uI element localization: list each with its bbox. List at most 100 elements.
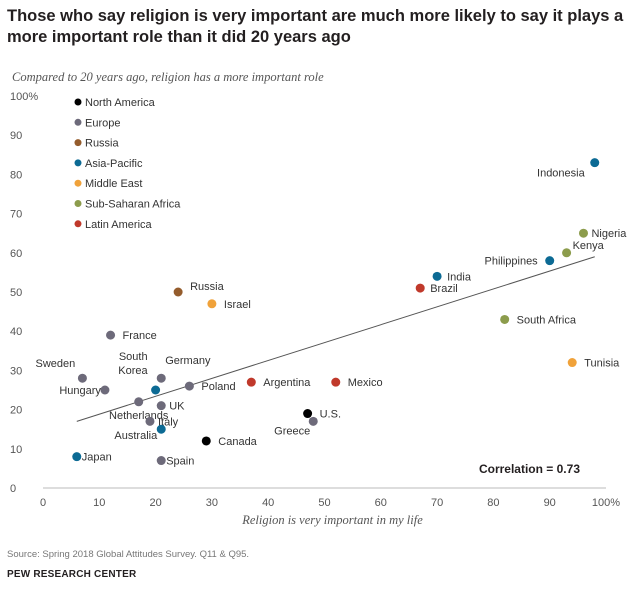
x-tick-label: 30 <box>206 497 218 509</box>
point-japan <box>72 452 82 462</box>
y-tick-label: 100% <box>10 91 38 103</box>
point-india <box>432 271 442 281</box>
point-label: UK <box>169 401 185 413</box>
y-tick-label: 20 <box>10 405 22 417</box>
legend-entry: Latin America <box>85 219 153 231</box>
point-south-africa <box>500 314 510 324</box>
point-label: Indonesia <box>537 168 586 180</box>
point-spain <box>156 456 166 466</box>
point-greece <box>308 416 318 426</box>
legend: North America Europe Russia Asia-Pacific Mid… <box>74 97 181 231</box>
legend-marker <box>74 220 82 228</box>
trendline <box>76 256 595 422</box>
point-u-s- <box>303 409 313 419</box>
y-tick-label: 70 <box>10 209 22 221</box>
x-tick-label: 0 <box>40 497 46 509</box>
y-tick-label: 50 <box>10 287 22 299</box>
point-kenya <box>562 248 572 258</box>
point-mexico <box>331 377 341 387</box>
point-label: Netherlands <box>109 410 169 422</box>
point-label: Nigeria <box>591 228 627 240</box>
y-tick-label: 40 <box>10 326 22 338</box>
trendline-group <box>76 256 595 422</box>
point-russia <box>173 287 183 297</box>
point-label: Australia <box>114 430 158 442</box>
point-label: Spain <box>166 456 194 468</box>
point-philippines <box>545 256 555 266</box>
legend-marker <box>74 98 82 106</box>
x-tick-label: 10 <box>93 497 105 509</box>
point-label: Sweden <box>36 358 76 370</box>
legend-entry: Middle East <box>85 178 142 190</box>
point-label: Poland <box>201 381 235 393</box>
legend-entry: North America <box>85 97 156 109</box>
chart-subtitle: Compared to 20 years ago, religion has a… <box>12 70 324 84</box>
point-label: Hungary <box>59 385 101 397</box>
point-label: Tunisia <box>584 358 620 370</box>
legend-marker <box>74 139 82 147</box>
point-label: Germany <box>165 355 211 367</box>
chart-axes: 0 10 20 30 40 50 60 70 80 90 100% 0 10 20 30 40 50 60 70 80… <box>10 91 620 509</box>
legend-marker <box>74 200 82 207</box>
point-label: Kenya <box>573 240 605 252</box>
point-south-korea <box>151 385 161 395</box>
legend-entry: Sub-Saharan Africa <box>85 199 181 211</box>
point-uk <box>156 401 166 411</box>
y-tick-label: 10 <box>10 444 22 456</box>
legend-marker <box>74 179 82 187</box>
x-tick-label: 40 <box>262 497 274 509</box>
chart-title: Those who say religion is very important… <box>7 7 624 46</box>
y-tick-label: 30 <box>10 365 22 377</box>
x-tick-label: 100% <box>592 497 620 509</box>
point-label: South Africa <box>517 314 577 326</box>
point-label: Israel <box>224 299 251 311</box>
point-israel <box>207 299 217 309</box>
point-label: Mexico <box>348 377 383 389</box>
point-italy <box>145 416 155 426</box>
y-tick-label: 60 <box>10 248 22 260</box>
x-tick-label: 80 <box>487 497 499 509</box>
y-tick-label: 0 <box>10 483 16 495</box>
point-canada <box>201 436 211 446</box>
point-brazil <box>415 283 425 293</box>
point-poland <box>184 381 194 391</box>
x-tick-label: 60 <box>375 497 387 509</box>
point-germany <box>156 373 166 383</box>
point-france <box>106 330 116 340</box>
point-indonesia <box>590 158 600 168</box>
organization-name: PEW RESEARCH CENTER <box>7 569 137 580</box>
point-nigeria <box>578 228 588 238</box>
point-label: Canada <box>218 436 257 448</box>
source-note: Source: Spring 2018 Global Attitudes Sur… <box>7 549 250 560</box>
point-label: Philippines <box>484 256 538 268</box>
correlation-annotation: Correlation = 0.73 <box>479 462 580 476</box>
x-tick-label: 50 <box>318 497 330 509</box>
point-tunisia <box>567 358 577 368</box>
y-tick-label: 80 <box>10 169 22 181</box>
legend-entry: Russia <box>85 138 120 150</box>
point-label: Brazil <box>430 283 458 295</box>
point-label: Argentina <box>263 377 311 389</box>
x-tick-label: 70 <box>431 497 443 509</box>
point-label: Japan <box>82 452 112 464</box>
legend-entry: Europe <box>85 117 120 129</box>
point-australia <box>156 424 166 434</box>
x-tick-label: 90 <box>544 497 556 509</box>
point-argentina <box>246 377 256 387</box>
legend-entry: Asia-Pacific <box>85 158 143 170</box>
point-label: Greece <box>274 425 310 437</box>
point-label: Russia <box>190 281 225 293</box>
point-netherlands <box>134 397 144 407</box>
y-tick-label: 90 <box>10 130 22 142</box>
point-label: U.S. <box>320 409 341 421</box>
point-label: India <box>447 271 472 283</box>
point-hungary <box>100 385 110 395</box>
x-axis-label: Religion is very important in my life <box>241 513 423 527</box>
point-label: France <box>123 330 157 342</box>
legend-marker <box>74 118 82 126</box>
point-sweden <box>77 373 87 383</box>
x-tick-label: 20 <box>149 497 161 509</box>
point-label: South <box>119 351 148 363</box>
